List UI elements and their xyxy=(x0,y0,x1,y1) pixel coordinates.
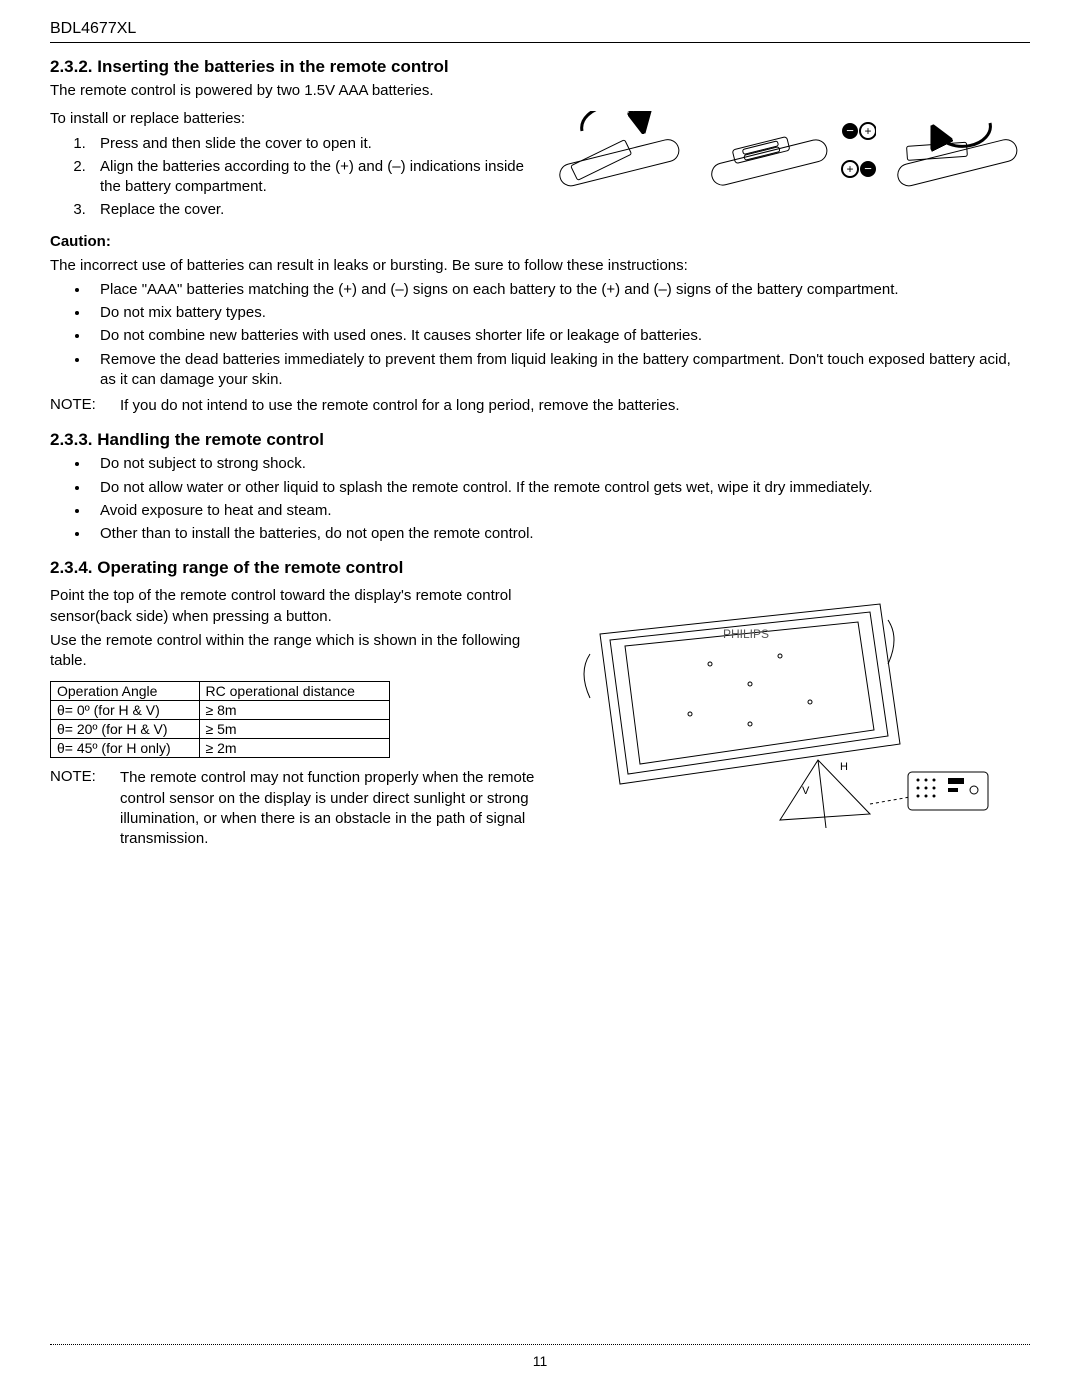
heading-234: 2.3.4. Operating range of the remote con… xyxy=(50,558,1030,578)
remote-close-icon xyxy=(890,111,1030,191)
polarity-icons: − + + − xyxy=(840,121,876,181)
table-header: Operation Angle xyxy=(51,682,200,701)
caution-item: Remove the dead batteries immediately to… xyxy=(90,350,1030,391)
caution-item: Place "AAA" batteries matching the (+) a… xyxy=(90,280,1030,300)
handling-item: Do not subject to strong shock. xyxy=(90,454,1030,474)
handling-item: Do not allow water or other liquid to sp… xyxy=(90,478,1030,498)
note-label: NOTE: xyxy=(50,396,108,416)
range-table: Operation Angle RC operational distance … xyxy=(50,681,390,758)
handling-list: Do not subject to strong shock. Do not a… xyxy=(50,454,1030,544)
svg-text:−: − xyxy=(846,123,854,138)
table-row: θ= 0º (for H & V) ≥ 8m xyxy=(51,701,390,720)
table-row: θ= 20º (for H & V) ≥ 5m xyxy=(51,720,390,739)
page-number: 11 xyxy=(533,1353,548,1369)
step-1: Press and then slide the cover to open i… xyxy=(90,134,532,154)
p1-234: Point the top of the remote control towa… xyxy=(50,586,550,627)
caution-list: Place "AAA" batteries matching the (+) a… xyxy=(50,280,1030,390)
table-cell: ≥ 8m xyxy=(199,701,389,720)
model-header: BDL4677XL xyxy=(50,20,1030,43)
table-cell: θ= 45º (for H only) xyxy=(51,739,200,758)
svg-text:+: + xyxy=(846,162,853,176)
heading-233: 2.3.3. Handling the remote control xyxy=(50,430,1030,450)
step-2: Align the batteries according to the (+)… xyxy=(90,157,532,198)
table-cell: ≥ 5m xyxy=(199,720,389,739)
caution-item: Do not mix battery types. xyxy=(90,303,1030,323)
table-header: RC operational distance xyxy=(199,682,389,701)
remote-figures: − + + − xyxy=(552,105,1030,191)
svg-text:PHILIPS: PHILIPS xyxy=(723,627,769,641)
note-label: NOTE: xyxy=(50,768,108,849)
handling-item: Avoid exposure to heat and steam. xyxy=(90,501,1030,521)
svg-text:−: − xyxy=(864,161,872,176)
handling-item: Other than to install the batteries, do … xyxy=(90,524,1030,544)
caution-intro: The incorrect use of batteries can resul… xyxy=(50,256,1030,276)
caution-item: Do not combine new batteries with used o… xyxy=(90,326,1030,346)
intro-232: The remote control is powered by two 1.5… xyxy=(50,81,1030,101)
caution-heading: Caution: xyxy=(50,233,1030,250)
heading-232: 2.3.2. Inserting the batteries in the re… xyxy=(50,57,1030,77)
install-label: To install or replace batteries: xyxy=(50,109,532,129)
install-steps: Press and then slide the cover to open i… xyxy=(50,134,532,221)
display-rear-figure: PHILIPS H V xyxy=(570,584,1000,844)
step-3: Replace the cover. xyxy=(90,200,532,220)
note-body-232: If you do not intend to use the remote c… xyxy=(120,396,1030,416)
remote-open-icon xyxy=(552,111,692,191)
table-row: θ= 45º (for H only) ≥ 2m xyxy=(51,739,390,758)
note-body-234: The remote control may not function prop… xyxy=(120,768,550,849)
table-header-row: Operation Angle RC operational distance xyxy=(51,682,390,701)
svg-text:H: H xyxy=(840,761,848,773)
table-cell: θ= 0º (for H & V) xyxy=(51,701,200,720)
table-cell: ≥ 2m xyxy=(199,739,389,758)
remote-batteries-icon xyxy=(706,111,836,191)
p2-234: Use the remote control within the range … xyxy=(50,631,550,672)
svg-text:V: V xyxy=(802,785,810,797)
svg-text:+: + xyxy=(864,124,871,138)
table-cell: θ= 20º (for H & V) xyxy=(51,720,200,739)
